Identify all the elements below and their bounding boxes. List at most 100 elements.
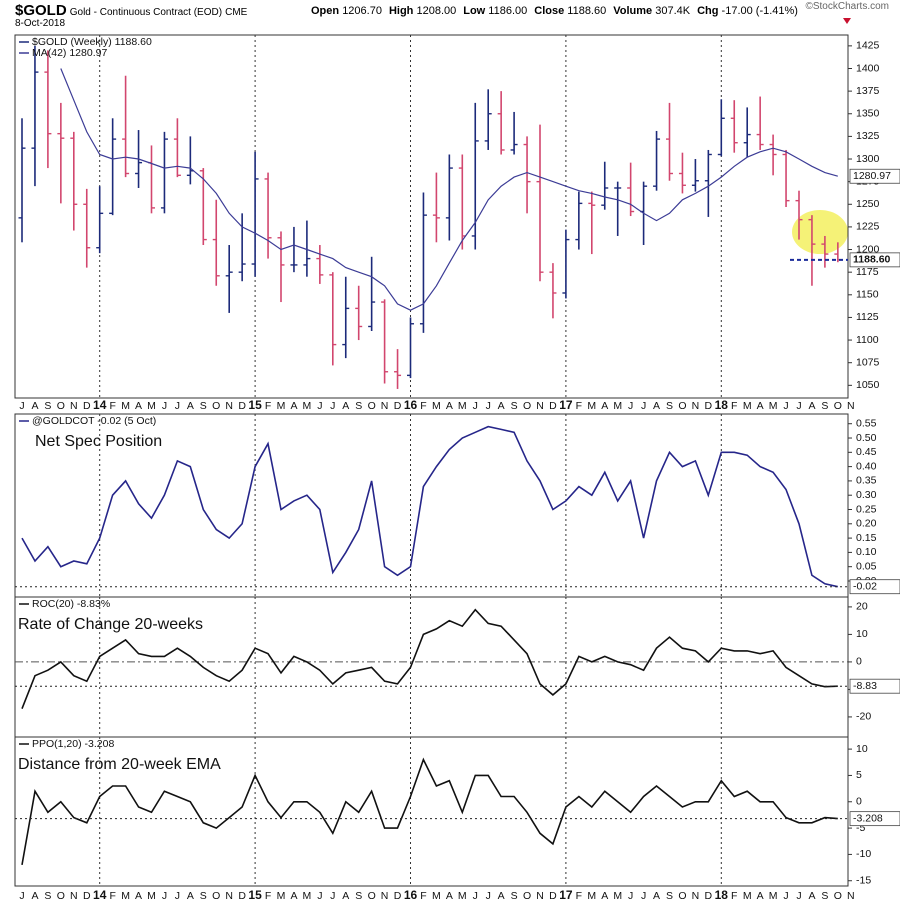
last-value-box (849, 678, 900, 694)
x-tick-label: D (394, 890, 402, 902)
quote: Open 1206.70 High 1208.00 Low 1186.00 Close… (304, 5, 798, 17)
x-tick-label: A (31, 890, 38, 902)
y-tick-label: 0.15 (856, 532, 877, 544)
x-tick-label: 18 (715, 398, 729, 412)
y-tick-label: -20 (856, 711, 871, 723)
x-tick-label: F (731, 890, 737, 902)
x-tick-label: A (187, 400, 194, 412)
x-tick-label: N (692, 400, 700, 412)
quote-label: Close (534, 5, 565, 17)
y-tick-label: 10 (856, 743, 868, 755)
x-tick-label: S (44, 400, 51, 412)
x-tick-label: A (342, 400, 349, 412)
x-tick-label: M (277, 890, 286, 902)
x-tick-label: O (212, 400, 220, 412)
x-tick-label: A (757, 890, 764, 902)
x-tick-label: A (446, 890, 453, 902)
y-tick-label: 5 (856, 769, 862, 781)
x-tick-label: O (368, 400, 376, 412)
x-tick-label: A (290, 890, 297, 902)
x-tick-label: O (368, 890, 376, 902)
x-tick-label: S (44, 890, 51, 902)
date: 8-Oct-2018 (15, 18, 66, 29)
x-tick-label: S (666, 890, 673, 902)
x-tick-label: M (458, 400, 467, 412)
copyright: ©StockCharts.com (805, 1, 889, 12)
line-series (21, 425, 838, 588)
header: $GOLD Gold - Continuous Contract (EOD) C… (15, 1, 895, 34)
x-tick-label: 14 (93, 398, 107, 412)
x-tick-label: J (796, 400, 801, 412)
x-tick-label: M (432, 400, 441, 412)
plot (21, 757, 838, 866)
x-tick-label: M (743, 890, 752, 902)
x-tick-label: A (808, 400, 815, 412)
y-tick-label: 1050 (856, 379, 880, 391)
quote-value: 1208.00 (416, 5, 457, 17)
y-tick-label: 1075 (856, 356, 880, 368)
x-tick-label: N (225, 890, 233, 902)
x-tick-label: 15 (248, 398, 262, 412)
x-tick-label: A (601, 400, 608, 412)
x-tick-label: M (613, 890, 622, 902)
y-tick-label: 1400 (856, 62, 880, 74)
x-tick-label: F (576, 400, 582, 412)
panel-frame (14, 736, 849, 887)
last-value-box (849, 252, 900, 268)
y-tick-label: 0.55 (856, 418, 877, 430)
x-tick-label: D (83, 400, 91, 412)
x-tick-label: M (432, 890, 441, 902)
x-tick-label: A (446, 400, 453, 412)
panel-frame (14, 34, 849, 399)
quote-label: High (388, 5, 414, 17)
x-tick-label: S (511, 400, 518, 412)
x-tick-label: M (277, 400, 286, 412)
x-tick-label: 18 (715, 888, 729, 902)
x-tick-label: F (576, 890, 582, 902)
exchange: CME (225, 7, 248, 18)
x-tick-label: J (175, 890, 180, 902)
x-tick-label: N (381, 890, 389, 902)
x-tick-label: J (175, 400, 180, 412)
x-tick-label: D (549, 890, 557, 902)
quote-label: Volume (613, 5, 653, 17)
last-value-box (849, 579, 900, 595)
x-tick-label: J (783, 890, 788, 902)
y-tick-label: 0.45 (856, 446, 877, 458)
x-tick-label: M (303, 890, 312, 902)
x-tick-label: S (200, 890, 207, 902)
x-tick-label: O (523, 400, 531, 412)
x-tick-label: A (653, 890, 660, 902)
y-tick-label: 10 (856, 628, 868, 640)
plot (21, 425, 838, 588)
down-triangle (843, 18, 851, 24)
x-tick-label: O (523, 890, 531, 902)
x-tick-label: 16 (404, 888, 418, 902)
x-tick-label: F (420, 400, 426, 412)
x-tick-label: M (303, 400, 312, 412)
x-tick-label: M (613, 400, 622, 412)
y-tick-label: 1175 (856, 266, 879, 278)
y-tick-label: 20 (856, 601, 868, 613)
last-value-label: -0.02 (853, 580, 877, 592)
x-tick-label: A (757, 400, 764, 412)
y-tick-label: 0 (856, 656, 862, 668)
x-tick-label: M (147, 890, 156, 902)
last-value-box (849, 168, 900, 184)
x-tick-label: S (666, 400, 673, 412)
x-tick-label: N (536, 400, 544, 412)
x-tick-label: N (70, 400, 78, 412)
x-tick-label: S (821, 890, 828, 902)
last-value-label: 1188.60 (853, 254, 891, 266)
last-value-label: -3.208 (853, 812, 883, 824)
x-tick-label: N (847, 400, 855, 412)
x-tick-label: M (587, 400, 596, 412)
x-tick-label: D (549, 400, 557, 412)
quote-label: Open (311, 5, 340, 17)
x-tick-label: J (330, 890, 335, 902)
x-tick-label: S (355, 890, 362, 902)
x-tick-label: 15 (248, 888, 262, 902)
x-tick-label: O (678, 890, 686, 902)
